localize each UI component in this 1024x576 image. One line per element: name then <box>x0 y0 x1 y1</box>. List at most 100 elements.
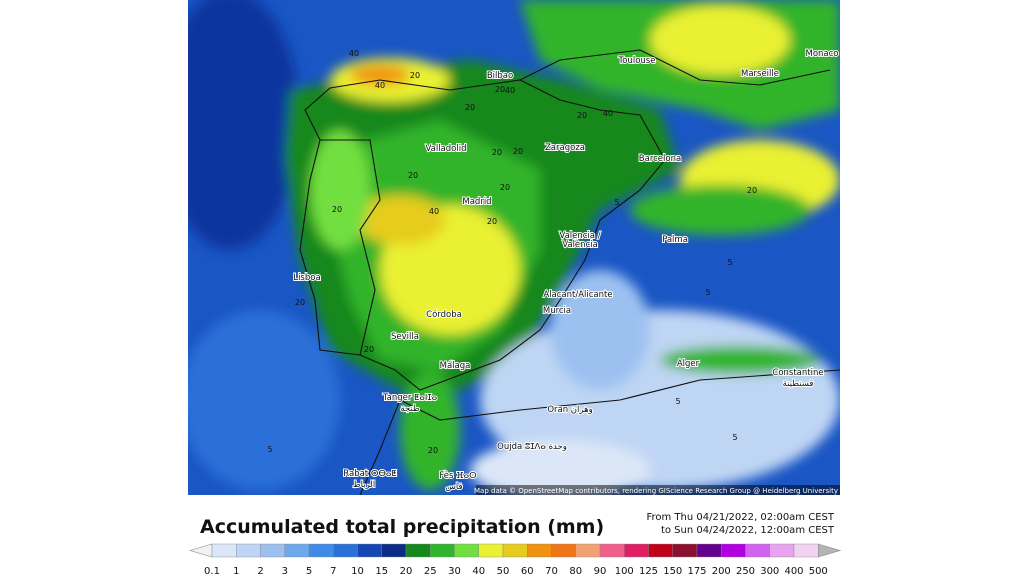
city-label: Valladolid <box>425 144 466 154</box>
legend-swatch <box>793 543 819 558</box>
legend-swatch <box>696 543 722 558</box>
legend-label: 3 <box>282 566 288 576</box>
legend-swatch <box>502 543 528 558</box>
legend-label: 25 <box>424 566 437 576</box>
date-from: From Thu 04/21/2022, 02:00am CEST <box>646 512 834 523</box>
precipitation-map <box>188 0 840 495</box>
contour-label: 20 <box>428 446 438 455</box>
date-to: to Sun 04/24/2022, 12:00am CEST <box>661 525 835 536</box>
legend-label: 30 <box>448 566 461 576</box>
city-labels: Bilbao Toulouse Marseille Monaco Valladolid Z… <box>292 48 839 493</box>
legend-title: Accumulated total precipitation (mm) <box>200 516 604 538</box>
contour-label: 20 <box>513 147 523 156</box>
city-label: طنجة <box>400 404 420 414</box>
city-label: Rabat ⵔⴱⴰⵟ <box>343 469 396 479</box>
legend-left-arrow <box>188 543 213 558</box>
contour-label: 20 <box>410 71 420 80</box>
city-label: قسنطينة <box>783 379 814 389</box>
city-label: فاس <box>445 482 462 492</box>
legend-swatch <box>648 543 673 558</box>
legend-label: 50 <box>497 566 510 576</box>
contour-label: 20 <box>408 171 418 180</box>
contour-label: 20 <box>487 217 497 226</box>
color-legend: 0.1 1 2 3 5 7 10 15 20 25 30 40 50 60 70 80 90 100 125 150 1… <box>188 543 842 576</box>
legend-label: 90 <box>594 566 607 576</box>
city-label: Fès ⴼⴰⵙ <box>439 470 477 481</box>
legend-label: 400 <box>784 566 803 576</box>
contour-label: 5 <box>267 445 272 454</box>
legend-label: 5 <box>306 566 312 576</box>
legend-label: 125 <box>639 566 658 576</box>
legend-label: 80 <box>569 566 582 576</box>
city-label: Málaga <box>440 361 471 371</box>
legend-swatch <box>721 543 746 558</box>
city-label: الرباط <box>353 480 375 490</box>
city-label: Oran وهران <box>547 405 592 415</box>
contour-label: 5 <box>675 397 680 406</box>
legend-label: 0.1 <box>204 566 220 576</box>
legend-label: 200 <box>712 566 731 576</box>
attribution: Map data © OpenStreetMap contributors, r… <box>474 487 838 495</box>
contour-label: 20 <box>500 183 510 192</box>
legend-swatch <box>430 543 455 558</box>
legend-swatch <box>454 543 479 558</box>
city-label: Tanger ⵟⴰⵏⵊⴰ <box>382 393 438 403</box>
legend-label: 1 <box>233 566 239 576</box>
city-label: Madrid <box>462 197 491 207</box>
contour-label: 20 <box>332 205 342 214</box>
contour-label: 20 <box>295 298 305 307</box>
contour-label: 20 <box>465 103 475 112</box>
legend-label: 7 <box>330 566 336 576</box>
contour-label: 40 <box>349 49 359 58</box>
contour-label: 40 <box>375 81 385 90</box>
contour-label: 40 <box>429 207 439 216</box>
legend-right-arrow <box>817 543 842 558</box>
legend-label: 15 <box>375 566 388 576</box>
city-label: Oujda ⵓⵊⴷⴰ وجدة <box>497 442 567 452</box>
contour-label: 5 <box>727 258 732 267</box>
legend-swatch <box>357 543 382 558</box>
legend-label: 20 <box>400 566 413 576</box>
city-label: Córdoba <box>426 309 462 320</box>
legend-swatch <box>672 543 698 558</box>
legend-label: 300 <box>760 566 779 576</box>
legend-label: 100 <box>615 566 634 576</box>
legend-label: 60 <box>521 566 534 576</box>
city-label: Alger <box>677 359 700 369</box>
legend-swatch <box>308 543 334 558</box>
contour-label: 5 <box>705 288 710 297</box>
legend-swatch <box>624 543 649 558</box>
legend-label: 70 <box>545 566 558 576</box>
attribution-bg <box>476 485 840 495</box>
city-label: Valencia / <box>559 231 600 241</box>
legend-label: 40 <box>472 566 485 576</box>
contour-label: 20 <box>364 345 374 354</box>
legend-swatch <box>211 543 237 558</box>
legend-swatch <box>236 543 261 558</box>
legend-swatch <box>769 543 795 558</box>
city-label: Alacant/Alicante <box>543 290 612 300</box>
city-label: Zaragoza <box>545 143 585 153</box>
city-label: Palma <box>662 235 688 245</box>
legend-swatch <box>551 543 576 558</box>
city-label: Barcelona <box>639 154 681 164</box>
city-label: Monaco <box>805 49 838 59</box>
legend-swatch <box>575 543 601 558</box>
legend-swatch <box>599 543 625 558</box>
city-label: Lisboa <box>293 273 320 283</box>
city-label: Toulouse <box>618 56 656 66</box>
city-label: Murcia <box>543 306 571 316</box>
contour-label: 20 <box>577 111 587 120</box>
contour-label: 5 <box>614 198 619 207</box>
legend-label: 500 <box>809 566 828 576</box>
legend-label: 150 <box>663 566 682 576</box>
legend-label: 2 <box>257 566 263 576</box>
city-label: Bilbao <box>487 71 513 81</box>
legend-swatch <box>478 543 504 558</box>
legend-swatch <box>745 543 770 558</box>
city-label: València <box>562 239 598 250</box>
city-label: Sevilla <box>391 332 419 342</box>
legend-swatch <box>260 543 285 558</box>
